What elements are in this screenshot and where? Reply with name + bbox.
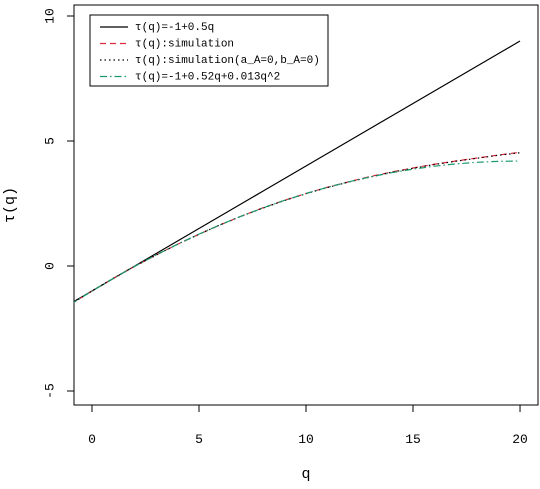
x-tick-label: 20 bbox=[512, 432, 528, 447]
x-tick-label: 15 bbox=[405, 432, 421, 447]
legend-label: τ(q):simulation bbox=[135, 38, 234, 50]
y-tick-label: 10 bbox=[42, 8, 57, 24]
x-tick-label: 5 bbox=[195, 432, 203, 447]
legend-box bbox=[89, 14, 329, 87]
y-tick-label: 0 bbox=[42, 262, 57, 270]
legend-label: τ(q):simulation(a_A=0,b_A=0) bbox=[135, 55, 320, 67]
y-axis-label: τ(q) bbox=[2, 187, 19, 223]
x-axis-label: q bbox=[301, 466, 310, 483]
y-tick-label: -5 bbox=[42, 383, 57, 399]
x-tick-label: 0 bbox=[88, 432, 96, 447]
series-line bbox=[74, 160, 521, 303]
legend-label: τ(q)=-1+0.52q+0.013q^2 bbox=[135, 71, 280, 83]
series-line bbox=[74, 151, 521, 303]
series-line bbox=[74, 152, 521, 303]
series-line bbox=[74, 40, 521, 303]
legend-label: τ(q)=-1+0.5q bbox=[135, 22, 214, 34]
y-tick-label: 5 bbox=[42, 137, 57, 145]
x-tick-label: 10 bbox=[298, 432, 314, 447]
